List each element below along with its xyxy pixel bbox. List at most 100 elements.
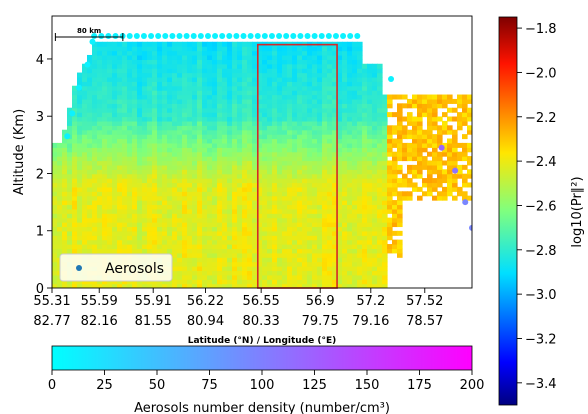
heatmap-cell [117,81,123,87]
heatmap-cell [182,186,188,192]
heatmap-cell [432,107,438,113]
heatmap-cell [217,147,223,153]
heatmap-cell [187,94,193,100]
heatmap-cell [332,112,338,118]
heatmap-cell [207,125,213,131]
heatmap-cell [212,46,218,52]
heatmap-cell [222,63,228,69]
heatmap-cell [367,244,373,250]
heatmap-cell [132,54,138,60]
heatmap-cell [172,90,178,96]
heatmap-cell [247,266,253,272]
heatmap-cell [162,156,168,162]
heatmap-cell [407,98,413,104]
heatmap-cell [162,94,168,100]
heatmap-cell [322,72,328,78]
heatmap-cell [242,283,248,288]
heatmap-cell [232,213,238,219]
heatmap-cell [437,173,443,179]
heatmap-cell [267,222,273,228]
heatmap-cell [357,112,363,118]
heatmap-cell [227,147,233,153]
heatmap-cell [302,274,308,280]
heatmap-cell [297,191,303,197]
heatmap-cell [152,134,158,140]
heatmap-cell [357,235,363,241]
heatmap-cell [187,129,193,135]
heatmap-cell [222,116,228,122]
heatmap-cell [187,63,193,69]
heatmap-cell [182,274,188,280]
heatmap-cell [62,178,68,184]
heatmap-cell [232,129,238,135]
heatmap-cell [342,90,348,96]
heatmap-cell [177,274,183,280]
heatmap-cell [367,63,373,69]
heatmap-cell [157,50,163,56]
heatmap-cell [352,239,358,245]
heatmap-cell [72,239,78,245]
heatmap-cell [82,222,88,228]
heatmap-cell [112,85,118,91]
heatmap-cell [152,164,158,170]
heatmap-cell [232,217,238,223]
heatmap-cell [187,116,193,122]
heatmap-cell [327,217,333,223]
heatmap-cell [442,151,448,157]
heatmap-cell [287,107,293,113]
heatmap-cell [217,50,223,56]
heatmap-cell [307,182,313,188]
heatmap-cell [232,173,238,179]
heatmap-cell [287,63,293,69]
heatmap-cell [327,50,333,56]
heatmap-cell [177,46,183,52]
heatmap-cell [247,208,253,214]
heatmap-cell [277,244,283,250]
heatmap-cell [322,191,328,197]
heatmap-cell [272,151,278,157]
heatmap-cell [122,120,128,126]
heatmap-cell [292,164,298,170]
heatmap-cell [417,186,423,192]
heatmap-cell [317,252,323,258]
heatmap-cell [347,125,353,131]
heatmap-cell [417,107,423,113]
heatmap-cell [282,63,288,69]
heatmap-cell [177,98,183,104]
heatmap-cell [272,156,278,162]
heatmap-cell [222,204,228,210]
heatmap-cell [92,283,98,288]
heatmap-cell [72,235,78,241]
heatmap-cell [182,72,188,78]
heatmap-cell [307,85,313,91]
heatmap-cell [317,156,323,162]
heatmap-cell [157,76,163,82]
heatmap-cell [222,151,228,157]
heatmap-cell [142,217,148,223]
heatmap-cell [242,72,248,78]
heatmap-cell [107,173,113,179]
heatmap-cell [217,129,223,135]
heatmap-cell [72,217,78,223]
heatmap-cell [247,217,253,223]
heatmap-cell [257,164,263,170]
heatmap-cell [67,244,73,250]
heatmap-cell [447,191,453,197]
heatmap-cell [312,68,318,74]
heatmap-cell [142,151,148,157]
heatmap-cell [262,160,268,166]
heatmap-cell [157,98,163,104]
heatmap-cell [322,107,328,113]
heatmap-cell [317,134,323,140]
heatmap-cell [217,226,223,232]
heatmap-cell [242,222,248,228]
heatmap-cell [327,283,333,288]
heatmap-cell [162,230,168,236]
heatmap-cell [72,173,78,179]
heatmap-cell [377,85,383,91]
heatmap-cell [217,85,223,91]
heatmap-cell [327,63,333,69]
heatmap-cell [312,46,318,52]
heatmap-cell [467,116,472,122]
heatmap-cell [332,261,338,267]
